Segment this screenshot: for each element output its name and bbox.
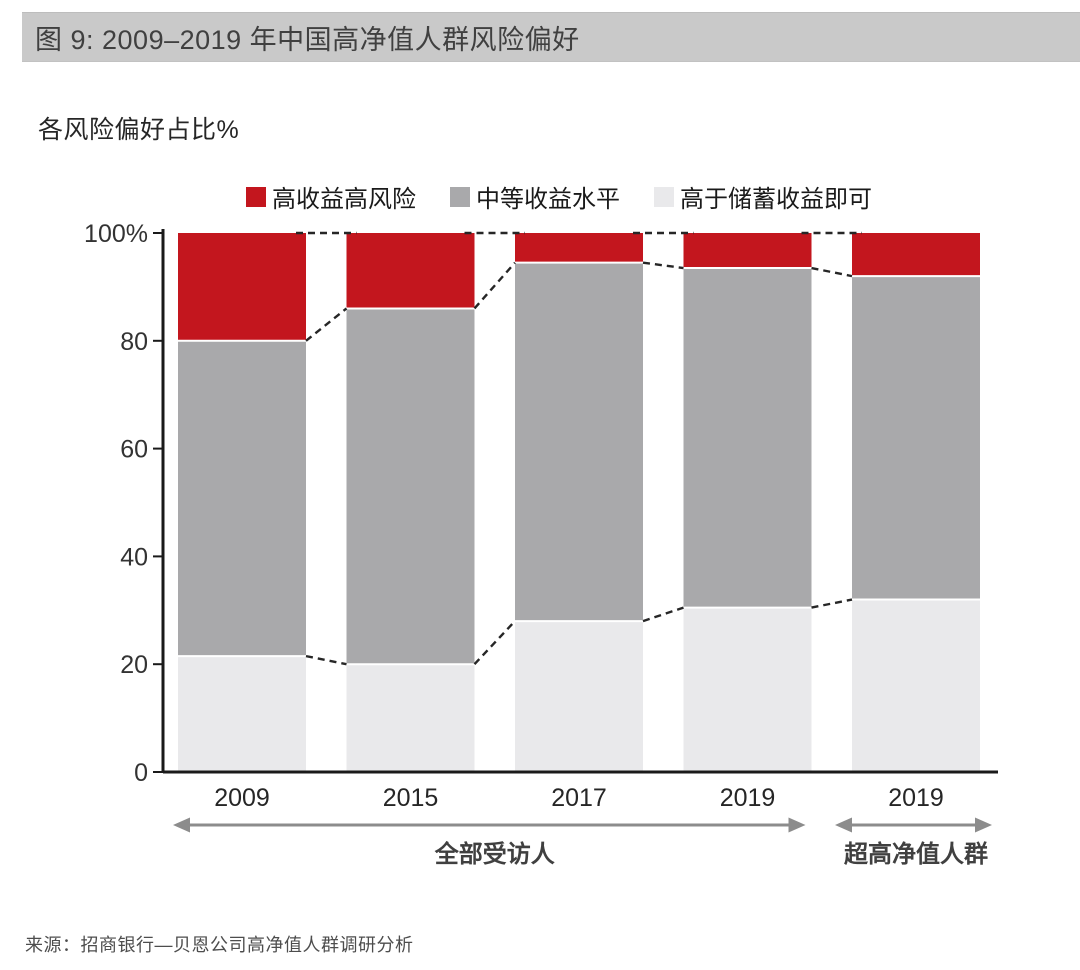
y-tick-label: 100% — [84, 220, 148, 248]
source-note: 来源：招商银行—贝恩公司高净值人群调研分析 — [25, 935, 414, 955]
dashed-connector — [305, 307, 348, 342]
arrow-right-icon — [975, 817, 992, 833]
y-tick-label: 60 — [120, 436, 148, 464]
dashed-connector — [811, 266, 853, 278]
bar-segment — [515, 621, 643, 772]
bar-segment — [346, 233, 475, 309]
arrow-right-icon — [788, 817, 806, 833]
y-tick-label: 0 — [134, 759, 148, 787]
dashed-connector — [473, 620, 516, 666]
x-axis-label: 2009 — [214, 784, 270, 812]
legend-label: 高于储蓄收益即可 — [680, 186, 872, 213]
legend-item: 中等收益水平 — [450, 179, 620, 214]
bar-segment — [178, 656, 306, 772]
x-axis-label: 2015 — [383, 784, 439, 812]
legend-label: 中等收益水平 — [476, 186, 620, 213]
y-tick-label: 20 — [120, 651, 148, 679]
group-label: 超高净值人群 — [844, 840, 988, 868]
group-label: 全部受访人 — [434, 840, 555, 868]
bar-segment — [515, 262, 643, 622]
figure-title: 图 9: 2009–2019 年中国高净值人群风险偏好 — [35, 24, 580, 55]
arrow-left-icon — [173, 817, 190, 833]
dashed-connector — [642, 606, 684, 623]
arrow-left-icon — [835, 817, 852, 833]
y-axis-unit-label: 各风险偏好占比% — [38, 116, 240, 144]
bar-segment — [515, 233, 643, 263]
legend-swatch-icon — [450, 186, 470, 207]
bar-segment — [852, 276, 980, 600]
dashed-connector — [811, 598, 853, 609]
dashed-connector — [473, 261, 516, 310]
bar-segment — [346, 664, 475, 772]
bar-segment — [178, 233, 306, 341]
y-tick-label: 40 — [120, 543, 148, 571]
bar-segment — [852, 233, 980, 277]
y-tick-label: 80 — [120, 328, 148, 356]
dashed-connector — [642, 261, 684, 270]
legend: 高收益高风险 中等收益水平 高于储蓄收益即可 — [246, 179, 872, 214]
bar-segment — [346, 308, 475, 665]
figure-title-bar: 图 9: 2009–2019 年中国高净值人群风险偏好 — [22, 12, 1080, 62]
legend-swatch-icon — [654, 186, 674, 207]
legend-swatch-icon — [246, 186, 266, 207]
bar-segment — [683, 607, 812, 772]
legend-item: 高收益高风险 — [246, 179, 416, 214]
legend-label: 高收益高风险 — [272, 186, 416, 213]
x-axis-label: 2019 — [888, 784, 944, 812]
dashed-connector — [305, 654, 347, 666]
bar-segment — [178, 340, 306, 657]
legend-item: 高于储蓄收益即可 — [654, 179, 872, 214]
bar-segment — [683, 268, 812, 608]
x-axis-label: 2017 — [551, 784, 607, 812]
x-axis-label: 2019 — [720, 784, 776, 812]
bar-segment — [683, 233, 812, 269]
bar-segment — [852, 599, 980, 772]
